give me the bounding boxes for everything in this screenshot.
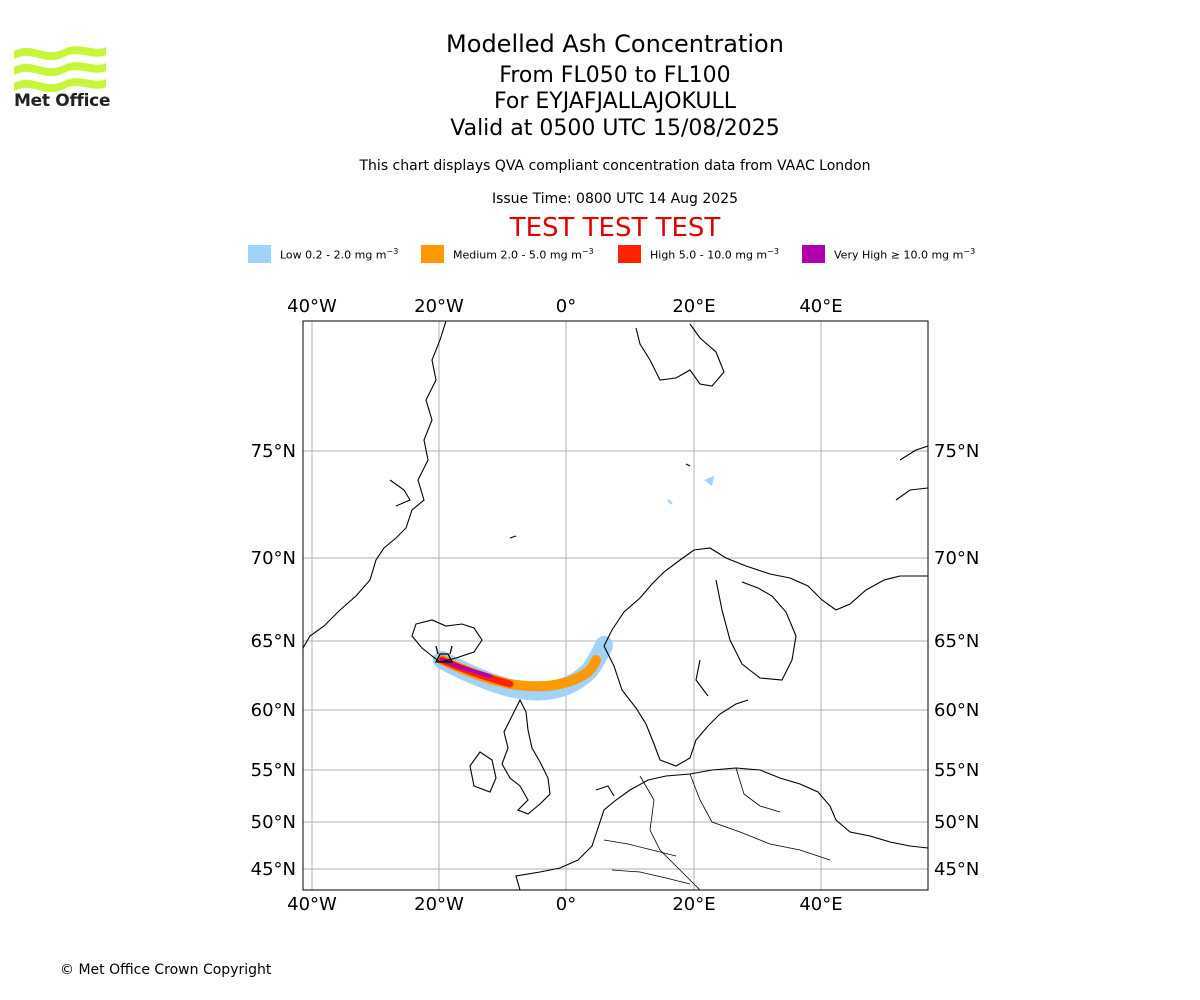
- legend-swatch-low: [248, 245, 271, 263]
- lat-label-left-70n: 70°N: [251, 548, 296, 569]
- lon-label-top-40w: 40°W: [287, 296, 337, 317]
- lon-label-bottom-40w: 40°W: [287, 894, 337, 915]
- lat-label-right-50n: 50°N: [934, 812, 979, 833]
- lat-label-left-50n: 50°N: [251, 812, 296, 833]
- lon-label-bottom-0: 0°: [556, 894, 576, 915]
- lon-label-bottom-40e: 40°E: [799, 894, 842, 915]
- met-office-logo-icon: [14, 46, 106, 93]
- logo-wordmark: Met Office: [14, 91, 111, 111]
- issue-time: Issue Time: 0800 UTC 14 Aug 2025: [491, 191, 739, 207]
- lat-label-left-60n: 60°N: [251, 700, 296, 721]
- legend-label-medium: Medium 2.0 - 5.0 mg m−3: [453, 246, 594, 262]
- map-gridlines: [303, 321, 928, 890]
- map-frame: [302, 320, 929, 891]
- legend-item-high: High 5.0 - 10.0 mg m−3: [618, 244, 779, 264]
- legend-item-very-high: Very High ≥ 10.0 mg m−3: [802, 244, 975, 264]
- chart-title: Modelled Ash Concentration: [446, 30, 784, 58]
- test-banner: TEST TEST TEST: [509, 213, 721, 243]
- legend-label-low: Low 0.2 - 2.0 mg m−3: [280, 246, 399, 262]
- lat-label-right-65n: 65°N: [934, 631, 979, 652]
- volcano-marker-icon: [434, 645, 454, 663]
- lon-label-bottom-20w: 20°W: [414, 894, 464, 915]
- ash-plume: [433, 636, 613, 701]
- lon-label-top-20e: 20°E: [672, 296, 715, 317]
- legend-label-very-high: Very High ≥ 10.0 mg m−3: [834, 246, 976, 262]
- lat-label-left-45n: 45°N: [251, 859, 296, 880]
- valid-time: Valid at 0500 UTC 15/08/2025: [450, 116, 780, 141]
- flight-level-range: From FL050 to FL100: [499, 63, 731, 88]
- lat-label-right-45n: 45°N: [934, 859, 979, 880]
- legend-swatch-very-high: [802, 245, 825, 263]
- lat-label-left-65n: 65°N: [251, 631, 296, 652]
- lat-label-left-55n: 55°N: [251, 760, 296, 781]
- lat-label-right-75n: 75°N: [934, 441, 979, 462]
- legend-label-high: High 5.0 - 10.0 mg m−3: [650, 246, 779, 262]
- lon-label-top-20w: 20°W: [414, 296, 464, 317]
- legend-item-low: Low 0.2 - 2.0 mg m−3: [248, 244, 398, 264]
- lon-label-top-40e: 40°E: [799, 296, 842, 317]
- coastlines: [303, 321, 928, 890]
- legend-item-medium: Medium 2.0 - 5.0 mg m−3: [421, 244, 594, 264]
- copyright-notice: © Met Office Crown Copyright: [60, 962, 272, 978]
- volcano-name: For EYJAFJALLAJOKULL: [494, 89, 736, 114]
- lon-label-bottom-20e: 20°E: [672, 894, 715, 915]
- lat-label-right-60n: 60°N: [934, 700, 979, 721]
- legend-swatch-high: [618, 245, 641, 263]
- legend-swatch-medium: [421, 245, 444, 263]
- lat-label-right-55n: 55°N: [934, 760, 979, 781]
- lat-label-right-70n: 70°N: [934, 548, 979, 569]
- lat-label-left-75n: 75°N: [251, 441, 296, 462]
- lon-label-top-0: 0°: [556, 296, 576, 317]
- qva-note: This chart displays QVA compliant concen…: [359, 158, 871, 174]
